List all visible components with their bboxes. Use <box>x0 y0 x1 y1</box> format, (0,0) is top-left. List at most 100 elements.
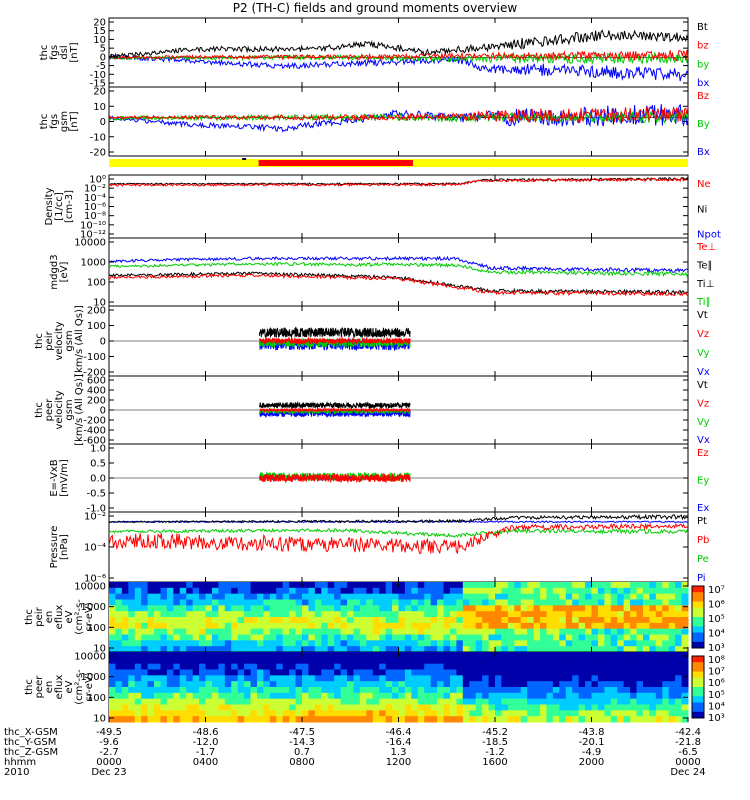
spectrogram-cell <box>578 605 586 612</box>
spectrogram-cell <box>263 599 271 606</box>
spectrogram-cell <box>314 675 322 682</box>
spectrogram-cell <box>334 669 342 676</box>
y-axis-label-line: eflux <box>54 605 65 630</box>
spectrogram-cell <box>141 587 149 595</box>
spectrogram-cell <box>449 710 457 717</box>
spectrogram-cell <box>128 710 136 717</box>
spectrogram-cell <box>630 710 638 717</box>
spectrogram-cell <box>404 704 412 711</box>
spectrogram-cell <box>565 593 573 600</box>
spectrogram-cell <box>475 634 483 641</box>
spectrogram-cell <box>404 605 412 612</box>
spectrogram-cell <box>282 634 290 641</box>
spectrogram-cell <box>533 628 541 635</box>
spectrogram-cell <box>109 593 116 600</box>
spectrogram-cell <box>385 628 393 635</box>
spectrogram-cell <box>655 646 663 653</box>
spectrogram-cell <box>591 640 599 647</box>
spectrogram-cell <box>115 675 123 682</box>
spectrogram-cell <box>597 622 605 630</box>
spectrogram-cell <box>617 716 625 723</box>
spectrogram-cell <box>475 628 483 635</box>
y-axis-label-line: mdgd3 <box>49 254 60 289</box>
spectrogram-cell <box>591 605 599 612</box>
spectrogram-cell <box>160 669 168 676</box>
spectrogram-cell <box>179 599 187 606</box>
spectrogram-cell <box>289 669 297 676</box>
spectrogram-cell <box>475 663 483 670</box>
spectrogram-cell <box>211 622 219 630</box>
colorbar-tick-label: 10⁴ <box>708 701 725 712</box>
spectrogram-cell <box>321 628 329 635</box>
spectrogram-cell <box>552 681 560 688</box>
spectrogram-cell <box>141 634 149 641</box>
spectrogram-cell <box>482 692 490 700</box>
spectrogram-cell <box>623 657 631 665</box>
spectrogram-cell <box>578 687 586 694</box>
spectrogram-cell <box>482 593 490 600</box>
spectrogram-cell <box>404 675 412 682</box>
spectrogram-cell <box>578 710 586 717</box>
spectrogram-cell <box>662 692 670 700</box>
spectrogram-cell <box>546 687 554 694</box>
spectrogram-cell <box>675 681 683 688</box>
spectrogram-cell <box>488 652 496 659</box>
spectrogram-cell <box>604 663 612 670</box>
y-axis-label-line: sr-eV) <box>84 672 95 701</box>
spectrogram-cell <box>141 605 149 612</box>
spectrogram-cell <box>372 605 380 612</box>
y-axis-label-line: thc <box>39 114 50 130</box>
spectrogram-cell <box>559 622 567 630</box>
spectrogram-cell <box>546 675 554 682</box>
spectrogram-cell <box>250 599 258 606</box>
colorbar-cell <box>692 696 704 700</box>
spectrogram-cell <box>269 669 277 676</box>
spectrogram-cell <box>115 652 123 659</box>
spectrogram-cell <box>121 675 129 682</box>
spectrogram-cell <box>507 582 515 589</box>
spectrogram-cell <box>269 640 277 647</box>
ephemeris-row-label: thc_Y-GSM <box>4 737 56 748</box>
colorbar-tick-label: 10⁷ <box>708 585 725 596</box>
spectrogram-cell <box>675 704 683 711</box>
spectrogram-cell <box>154 681 161 688</box>
spectrogram-cell <box>610 634 618 641</box>
spectrogram-cell <box>488 634 496 641</box>
series-trace <box>259 336 411 346</box>
spectrogram-cell <box>263 710 271 717</box>
spectrogram-cell <box>681 622 689 630</box>
spectrogram-cell <box>379 716 387 723</box>
spectrogram-cell <box>353 599 361 606</box>
colorbar-cell <box>692 604 704 609</box>
spectrogram-cell <box>385 646 393 653</box>
spectrogram-cell <box>173 622 181 630</box>
spectrogram-cell <box>250 675 258 682</box>
y-axis-label: thc peer velocity gsm [km/s (All Qs)] <box>34 374 85 446</box>
spectrogram-cell <box>211 669 219 676</box>
y-tick-label: -20 <box>90 148 106 159</box>
spectrogram-cell <box>456 657 464 665</box>
spectrogram-cell <box>662 698 670 705</box>
spectrogram-cell <box>276 687 284 694</box>
spectrogram-cell <box>218 663 226 670</box>
spectrogram-cell <box>295 687 303 694</box>
spectrogram-cell <box>121 692 129 700</box>
spectrogram-cell <box>482 634 490 641</box>
spectrogram-cell <box>263 605 271 612</box>
spectrogram-cell <box>160 657 168 665</box>
spectrogram-cell <box>630 681 638 688</box>
spectrogram-cell <box>552 582 560 589</box>
spectrogram-cell <box>308 599 316 606</box>
spectrogram-cell <box>205 628 213 635</box>
spectrogram-cell <box>231 652 239 659</box>
spectrogram-cell <box>115 593 123 600</box>
spectrogram-cell <box>173 587 181 595</box>
spectrogram-cell <box>565 640 573 647</box>
series-trace <box>259 406 411 414</box>
spectrogram-cell <box>617 675 625 682</box>
spectrogram-cell <box>398 617 406 624</box>
spectrogram-cell <box>192 687 200 694</box>
spectrogram-cell <box>218 605 226 612</box>
spectrogram-cell <box>250 687 258 694</box>
ephemeris-hhmm: 0000 <box>96 757 121 768</box>
